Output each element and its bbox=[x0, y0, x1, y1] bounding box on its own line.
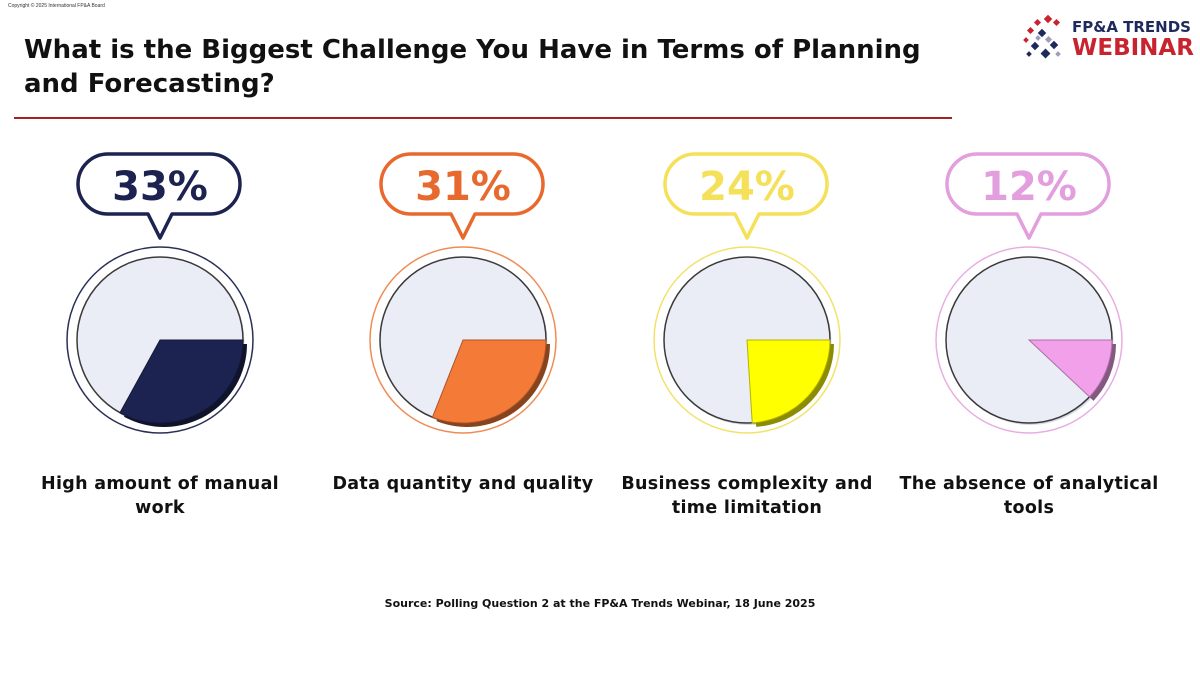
pie-graphic: 33% bbox=[66, 152, 254, 434]
source-note: Source: Polling Question 2 at the FP&A T… bbox=[384, 597, 816, 610]
data-label: 12% bbox=[981, 164, 1077, 210]
data-label: 31% bbox=[415, 164, 511, 210]
fpa-trends-logo: FP&A TRENDS WEBINAR bbox=[1020, 8, 1194, 72]
logo-text-brand: FP&A TRENDS bbox=[1072, 18, 1191, 36]
poll-item: 12% The absence of analytical tools bbox=[894, 150, 1164, 530]
logo-text-webinar: WEBINAR bbox=[1072, 35, 1194, 61]
pie-outer-ring bbox=[66, 246, 254, 434]
pie-graphic: 31% bbox=[369, 152, 557, 434]
pie-graphic: 24% bbox=[653, 152, 841, 434]
category-label: The absence of analytical tools bbox=[899, 474, 1159, 518]
pie-outer-ring bbox=[935, 246, 1123, 434]
category-label: Business complexity and time limitation bbox=[621, 474, 873, 518]
title-divider bbox=[14, 117, 952, 119]
percent-bubble bbox=[663, 152, 829, 240]
pie-graphic: 12% bbox=[935, 152, 1123, 434]
category-label: High amount of manual work bbox=[41, 474, 279, 518]
pie-slice bbox=[746, 339, 831, 424]
poll-item: 33% High amount of manual work bbox=[25, 150, 295, 530]
pie-outer-ring bbox=[369, 246, 557, 434]
poll-item: 24% Business complexity and time limitati… bbox=[612, 150, 882, 530]
data-label: 24% bbox=[699, 164, 795, 210]
slide-title: What is the Biggest Challenge You Have i… bbox=[24, 35, 921, 99]
percent-bubble bbox=[945, 152, 1111, 240]
pie-slice bbox=[431, 339, 547, 424]
percent-bubble bbox=[76, 152, 242, 240]
data-label: 33% bbox=[112, 164, 208, 210]
logo-mark-icon bbox=[1023, 14, 1061, 59]
pie-slice bbox=[119, 339, 244, 424]
copyright-text: Copyright © 2025 International FP&A Boar… bbox=[8, 3, 105, 9]
pie-slice bbox=[1027, 339, 1113, 398]
pie-outer-ring bbox=[653, 246, 841, 434]
category-label: Data quantity and quality bbox=[332, 474, 594, 494]
poll-item: 31% Data quantity and quality bbox=[328, 150, 598, 530]
percent-bubble bbox=[379, 152, 545, 240]
